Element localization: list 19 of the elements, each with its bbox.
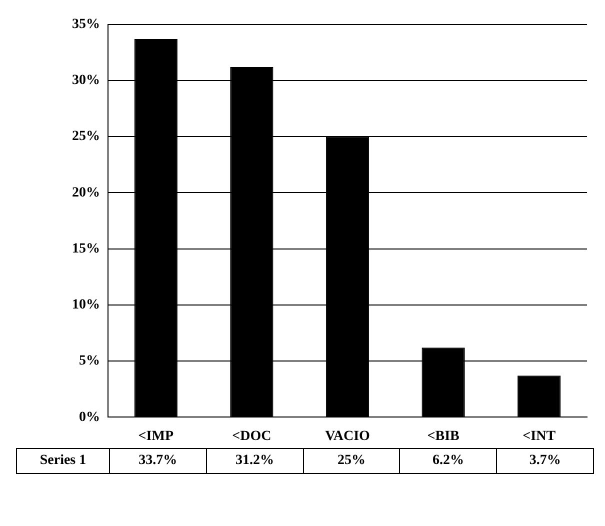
x-tick-label: VACIO xyxy=(325,429,370,444)
data-label: 31.2% xyxy=(206,448,304,474)
y-tick-label: 35% xyxy=(72,17,100,32)
y-tick-label: 30% xyxy=(72,73,100,88)
data-label: 33.7% xyxy=(110,448,206,474)
x-tick-label: <INT xyxy=(522,429,556,444)
y-tick-label: 25% xyxy=(72,129,100,144)
data-label: 25% xyxy=(303,448,400,474)
x-tick-label: <BIB xyxy=(427,429,460,444)
y-tick-label: 5% xyxy=(79,354,100,369)
data-label: 6.2% xyxy=(400,448,497,474)
y-tick-label: 15% xyxy=(72,241,100,256)
y-tick-label: 10% xyxy=(72,298,100,313)
data-label: 3.7% xyxy=(496,448,594,474)
x-tick-label: <IMP xyxy=(138,429,174,444)
y-tick-label: 20% xyxy=(72,185,100,200)
text: Series 1 xyxy=(16,448,110,474)
x-tick-label: <DOC xyxy=(232,429,272,444)
y-tick-label: 0% xyxy=(79,410,100,425)
